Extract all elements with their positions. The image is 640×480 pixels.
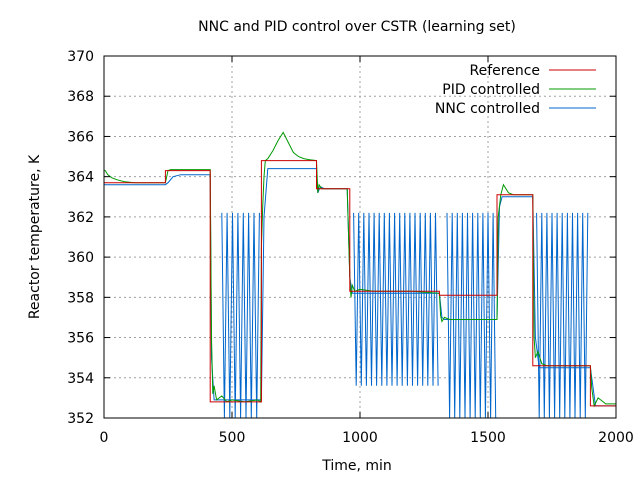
ticks-layer: 0 500 1000 1500 2000 352 354 356 358 360 362 364 366… (67, 49, 634, 446)
y-tick-label: 352 (67, 411, 94, 427)
y-tick-label: 364 (67, 170, 94, 186)
x-tick-label: 1500 (470, 430, 506, 446)
y-axis-label: Reactor temperature, K (27, 154, 43, 319)
x-tick-label: 1000 (342, 430, 378, 446)
y-tick-label: 368 (67, 89, 94, 105)
series-oscillation-nnc-controlled (353, 212, 439, 386)
y-tick-label: 354 (67, 371, 94, 387)
x-tick-label: 0 (100, 430, 109, 446)
y-tick-label: 362 (67, 210, 94, 226)
legend-label: NNC controlled (435, 101, 540, 117)
series-oscillation-nnc-controlled (536, 212, 589, 418)
x-tick-label: 2000 (598, 430, 634, 446)
series-oscillation-nnc-controlled (446, 212, 497, 418)
series-layer (104, 131, 616, 418)
legend-label: PID controlled (442, 82, 540, 98)
series-oscillation-nnc-controlled (221, 212, 260, 418)
legend-label: Reference (470, 63, 541, 79)
chart-title: NNC and PID control over CSTR (learning … (198, 19, 516, 35)
x-tick-label: 500 (219, 430, 246, 446)
series-line-reference (104, 160, 616, 407)
x-axis-label: Time, min (321, 458, 392, 474)
y-tick-label: 356 (67, 331, 94, 347)
y-tick-label: 370 (67, 49, 94, 65)
legend: Reference PID controlled NNC controlled (435, 63, 596, 117)
y-tick-label: 360 (67, 250, 94, 266)
y-tick-label: 366 (67, 129, 94, 145)
y-tick-label: 358 (67, 290, 94, 306)
